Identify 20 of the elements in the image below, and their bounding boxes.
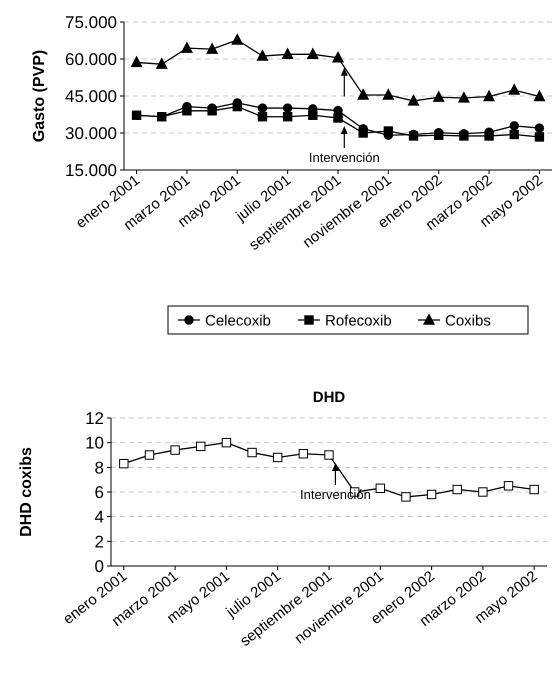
y-tick-label: 30.000 [65,124,117,143]
y-tick-label: 4 [94,508,104,527]
legend-label: Celecoxib [205,312,271,330]
y-tick-label: 75.000 [65,12,117,32]
legend-label: Coxibs [445,312,491,330]
y-tick-label: 10 [85,434,104,453]
y-axis-title: Gasto (PVP) [31,50,48,142]
y-tick-label: 45.000 [65,86,117,106]
y-tick-label: 12 [85,408,104,428]
y-tick-label: 0 [94,556,104,576]
y-tick-label: 2 [94,532,104,552]
y-tick-label: 6 [94,482,104,502]
annotation: Intervención [308,150,380,165]
y-axis-title: DHD coxibs [18,447,35,537]
y-tick-label: 60.000 [65,50,117,69]
chart-title: DHD [312,389,346,406]
y-tick-label: 8 [94,458,104,478]
y-tick-label: 15.000 [65,160,117,180]
legend-label: Rofecoxib [325,312,392,330]
annotation: Intervención [300,487,371,502]
